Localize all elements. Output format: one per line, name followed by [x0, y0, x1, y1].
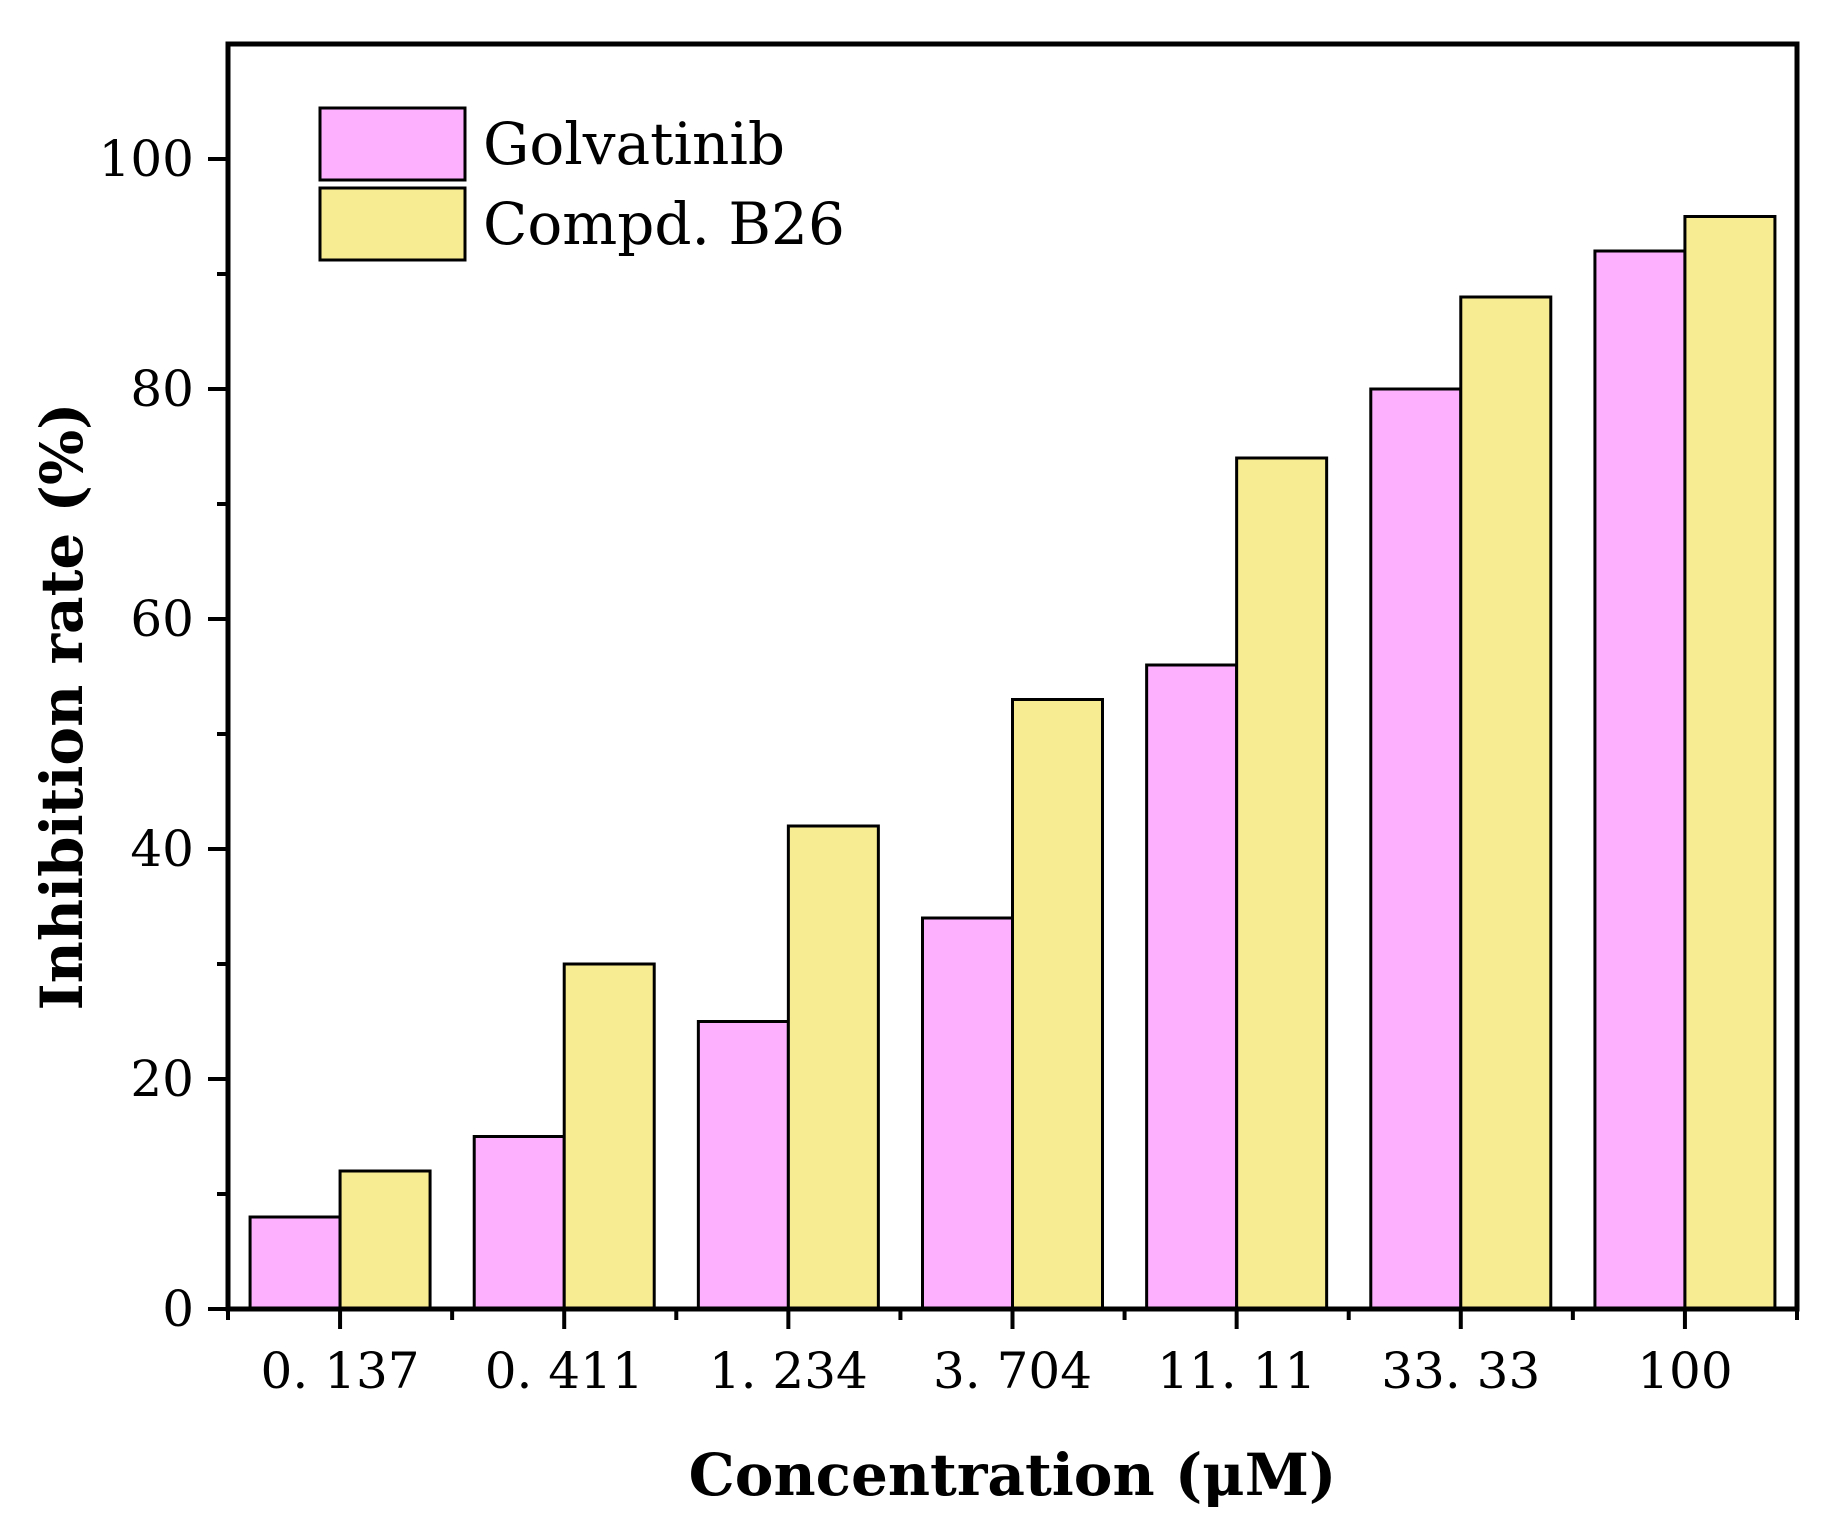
x-tick-label: 33. 33 — [1381, 1342, 1540, 1400]
bar-compd-b26-4 — [1235, 456, 1329, 1311]
x-tick-label: 100 — [1637, 1342, 1732, 1400]
bar-compd-b26-6 — [1683, 215, 1777, 1311]
y-tick-label: 40 — [130, 820, 194, 878]
bar-golvatinib-3 — [921, 916, 1014, 1311]
bar-compd-b26-5 — [1459, 295, 1553, 1311]
y-axis-title: Inhibition rate (%) — [28, 403, 96, 1011]
legend: Golvatinib Compd. B26 — [318, 106, 845, 262]
legend-swatch-compd-b26 — [318, 186, 467, 262]
legend-swatch-golvatinib — [318, 106, 467, 182]
legend-label-compd-b26: Compd. B26 — [483, 190, 845, 258]
bar-golvatinib-0 — [248, 1215, 342, 1311]
x-tick-label: 1. 234 — [709, 1342, 868, 1400]
bar-compd-b26-2 — [786, 824, 880, 1311]
bar-compd-b26-0 — [338, 1169, 432, 1311]
x-axis-title: Concentration (μM) — [689, 1441, 1337, 1509]
legend-label-golvatinib: Golvatinib — [483, 110, 785, 178]
y-tick-label: 60 — [130, 590, 194, 648]
bar-golvatinib-6 — [1593, 249, 1687, 1311]
bar-golvatinib-1 — [472, 1135, 566, 1311]
x-tick-label: 11. 11 — [1157, 1342, 1316, 1400]
bar-golvatinib-2 — [696, 1020, 790, 1311]
bar-golvatinib-4 — [1145, 663, 1239, 1311]
x-axis: 0. 137 0. 411 1. 234 3. 704 11. 11 33. 33 100 — [226, 1309, 1799, 1400]
y-tick-label: 100 — [99, 130, 194, 188]
x-tick-label: 0. 411 — [485, 1342, 644, 1400]
bars-group — [248, 215, 1777, 1311]
y-tick-label: 80 — [130, 360, 194, 418]
bar-compd-b26-1 — [562, 962, 656, 1311]
y-tick-label: 20 — [130, 1050, 194, 1108]
bar-golvatinib-5 — [1369, 387, 1463, 1311]
x-tick-label: 0. 137 — [261, 1342, 420, 1400]
x-tick-label: 3. 704 — [933, 1342, 1092, 1400]
bar-compd-b26-3 — [1011, 698, 1104, 1311]
y-tick-label: 0 — [162, 1280, 194, 1338]
y-axis: 0 20 40 60 80 100 — [99, 130, 228, 1338]
